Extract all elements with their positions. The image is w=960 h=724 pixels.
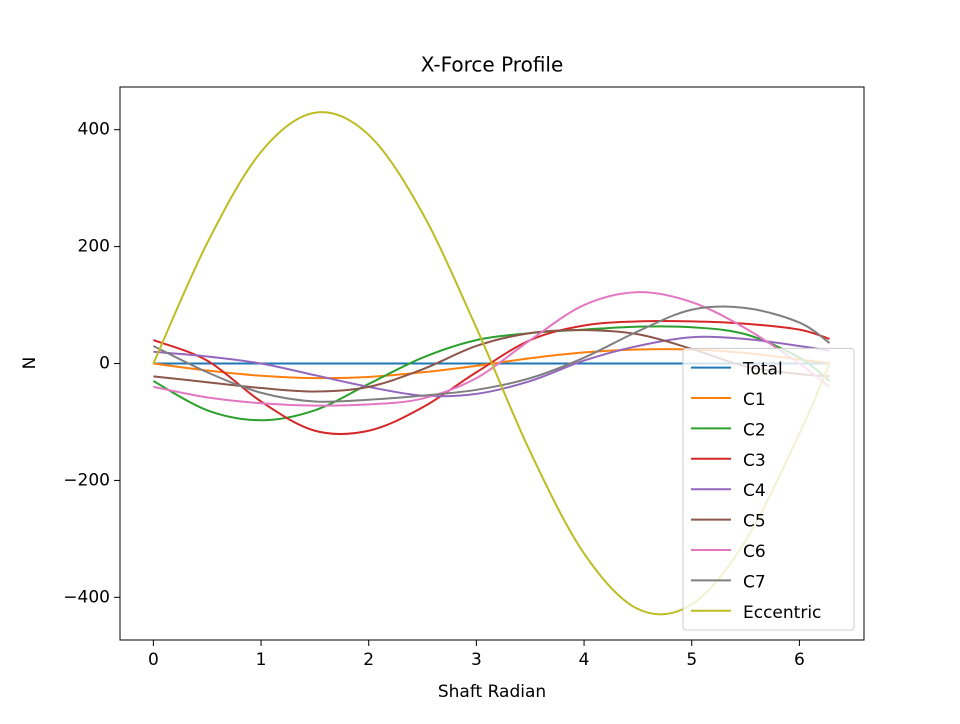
y-tick-label: 200 [78,237,110,257]
y-tick-label: 400 [78,120,110,140]
x-tick-label: 5 [686,650,697,670]
x-tick-label: 0 [148,650,159,670]
series-line [152,305,831,403]
legend-label: Total [742,360,783,380]
y-tick-label: −200 [63,470,110,490]
x-tick-label: 2 [363,650,374,670]
plot-frame [119,86,865,641]
series-line [152,325,831,422]
legend-label: C1 [743,390,766,410]
legend-label: C4 [743,481,766,501]
legend: Total C1 C2 C3 C4 C5 C6 C7 Eccentric [682,347,855,631]
legend-label: C7 [743,572,766,592]
x-tick-label: 4 [579,650,590,670]
x-tick-label: 1 [256,650,267,670]
legend-box [682,347,855,631]
legend-label: C2 [743,420,766,440]
legend-label: C6 [743,542,766,562]
x-tick-label: 3 [471,650,482,670]
series-line [153,320,830,436]
y-tick-label: 0 [99,354,110,374]
x-tick-label: 6 [794,650,805,670]
legend-label: Eccentric [743,603,821,623]
legend-label: C3 [743,451,766,471]
y-axis-label: N [20,357,40,370]
y-tick-label: −400 [63,587,110,607]
series-line [153,291,831,407]
chart-title: X-Force Profile [421,53,564,77]
legend-label: C5 [743,512,766,532]
x-axis-label: Shaft Radian [438,682,546,702]
